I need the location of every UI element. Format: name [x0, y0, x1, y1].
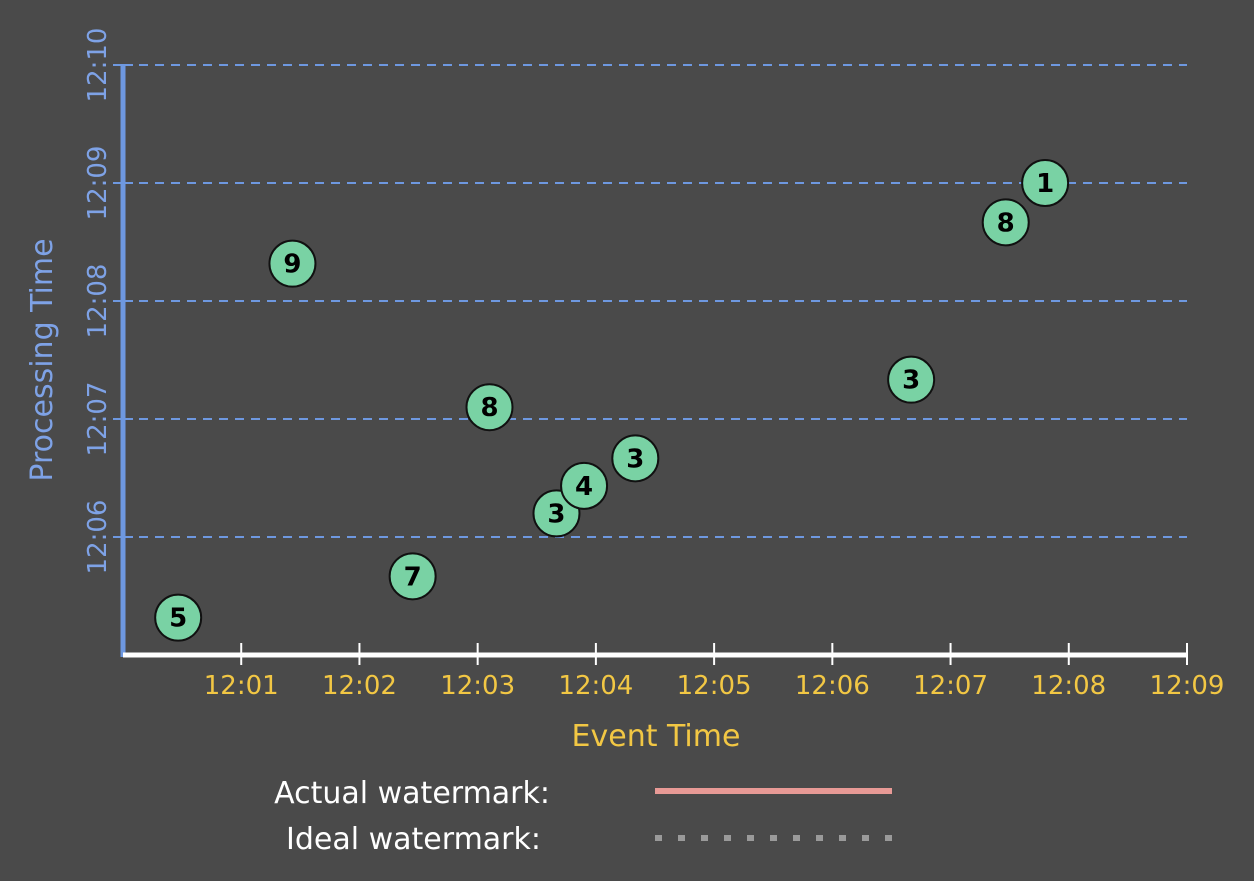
legend: Actual watermark: Ideal watermark:	[274, 776, 892, 857]
data-point-1: 9	[268, 239, 317, 288]
data-point-label: 8	[997, 208, 1015, 238]
data-point-6: 3	[611, 434, 660, 483]
data-point-2: 7	[388, 552, 437, 601]
data-point-label: 3	[626, 444, 644, 474]
x-tick-label-6: 12:07	[913, 671, 988, 701]
data-point-8: 8	[981, 198, 1030, 247]
y-axis-ticks: 12:06 12:07 12:08 12:09 12:10	[83, 28, 133, 575]
data-point-circle	[465, 383, 514, 432]
x-axis-title: Event Time	[572, 719, 741, 754]
y-axis-title: Processing Time	[25, 238, 60, 481]
data-point-circle	[388, 552, 437, 601]
data-point-label: 8	[480, 393, 498, 423]
x-axis-ticks: 12:01 12:02 12:03 12:04 12:05 12:06 12:07 12:08…	[204, 643, 1225, 701]
legend-ideal-label: Ideal watermark:	[286, 822, 541, 857]
legend-actual-label: Actual watermark:	[274, 776, 550, 811]
data-point-circle	[268, 239, 317, 288]
x-tick-label-2: 12:03	[440, 671, 515, 701]
data-point-label: 7	[404, 562, 422, 592]
data-point-label: 3	[547, 499, 565, 529]
y-tick-label-3: 12:09	[83, 146, 113, 221]
data-point-circle	[1021, 159, 1070, 207]
data-point-circle	[981, 198, 1030, 247]
data-point-label: 3	[902, 366, 920, 396]
y-tick-label-2: 12:08	[83, 264, 113, 339]
data-point-label: 4	[575, 472, 593, 502]
data-point-circle	[611, 434, 660, 483]
data-point-label: 9	[283, 250, 301, 280]
data-point-9: 1	[1021, 159, 1070, 207]
data-point-circle	[154, 593, 203, 642]
x-tick-label-8: 12:09	[1150, 671, 1225, 701]
x-tick-label-5: 12:06	[795, 671, 870, 701]
x-tick-label-4: 12:05	[677, 671, 752, 701]
y-tick-label-0: 12:06	[83, 500, 113, 575]
grid-lines	[123, 64, 1187, 538]
data-point-5: 4	[560, 461, 609, 510]
x-tick-label-7: 12:08	[1031, 671, 1106, 701]
x-tick-label-3: 12:04	[558, 671, 633, 701]
y-tick-label-1: 12:07	[83, 382, 113, 457]
data-point-3: 8	[465, 383, 514, 432]
data-point-7: 3	[887, 355, 936, 404]
x-tick-label-0: 12:01	[204, 671, 279, 701]
data-point-circle	[887, 355, 936, 404]
data-point-0: 5	[154, 593, 203, 642]
data-point-label: 5	[169, 604, 187, 634]
x-tick-label-1: 12:02	[322, 671, 397, 701]
data-point-circle	[560, 461, 609, 510]
data-point-label: 1	[1036, 169, 1054, 199]
y-tick-label-4: 12:10	[83, 28, 113, 103]
axes	[120, 65, 1187, 658]
